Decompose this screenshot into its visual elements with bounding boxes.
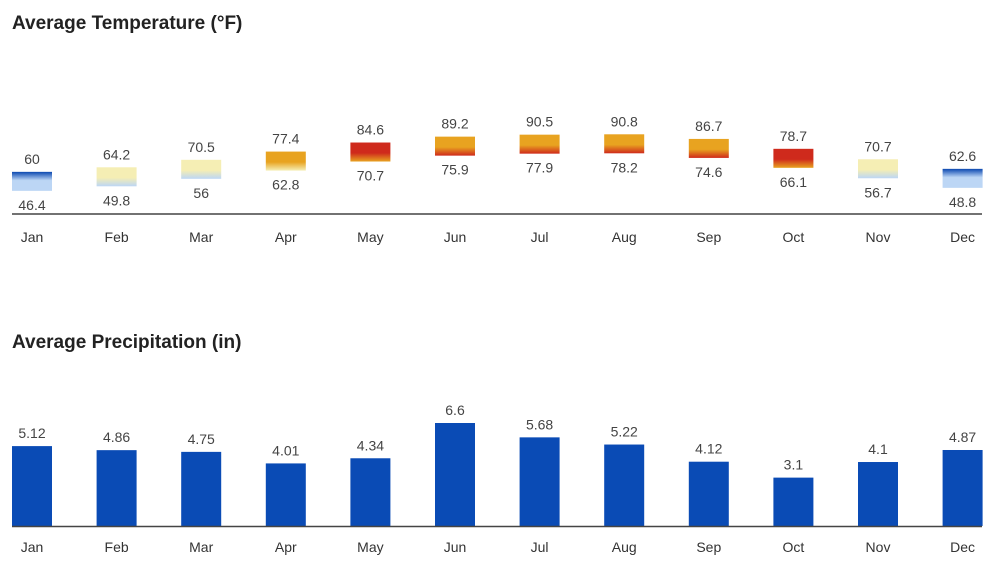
precipitation-month-tick-feb: Feb: [105, 539, 129, 555]
precipitation-bar-jan: [12, 446, 52, 526]
precipitation-value-label-jul: 5.68: [526, 416, 553, 432]
temperature-high-label-dec: 62.6: [949, 148, 976, 164]
precipitation-value-label-feb: 4.86: [103, 429, 130, 445]
temperature-month-tick-feb: Feb: [105, 229, 129, 245]
temperature-range-bar-nov: [858, 159, 898, 179]
temperature-chart: 60 46.4 Jan 64.2 49.8 Feb 70.5 56 Mar 77.4 62.8 Apr…: [12, 113, 983, 245]
temperature-month-tick-apr: Apr: [275, 229, 297, 245]
temperature-range-bar-feb: [96, 167, 137, 187]
precipitation-value-label-jan: 5.12: [18, 425, 45, 441]
temperature-high-label-nov: 70.7: [864, 138, 891, 154]
temperature-low-label-dec: 48.8: [949, 194, 976, 210]
precipitation-bar-nov: [858, 462, 898, 526]
temperature-high-label-feb: 64.2: [103, 146, 130, 162]
precipitation-bar-jun: [435, 423, 475, 526]
precipitation-bar-apr: [265, 463, 306, 526]
temperature-range-bar-jul: [519, 134, 560, 154]
precipitation-chart-title: Average Precipitation (in): [12, 332, 241, 353]
temperature-high-label-apr: 77.4: [272, 131, 299, 147]
temperature-low-label-jan: 46.4: [18, 197, 45, 213]
temperature-chart-title: Average Temperature (°F): [12, 13, 242, 34]
temperature-month-tick-may: May: [357, 229, 383, 245]
temperature-high-label-jun: 89.2: [441, 116, 468, 132]
precipitation-bar-feb: [96, 450, 137, 526]
temperature-low-label-aug: 78.2: [611, 159, 638, 175]
precipitation-month-tick-sep: Sep: [696, 539, 721, 555]
precipitation-month-tick-mar: Mar: [189, 539, 213, 555]
temperature-high-label-jan: 60: [24, 151, 40, 167]
temperature-range-bar-mar: [181, 159, 222, 179]
temperature-low-label-jun: 75.9: [441, 162, 468, 178]
temperature-high-label-aug: 90.8: [611, 113, 638, 129]
precipitation-value-label-nov: 4.1: [868, 441, 888, 457]
temperature-month-tick-aug: Aug: [612, 229, 637, 245]
temperature-range-bar-sep: [688, 138, 729, 158]
precipitation-bar-mar: [181, 451, 222, 526]
precipitation-month-tick-nov: Nov: [866, 539, 891, 555]
precipitation-bar-may: [350, 458, 391, 526]
precipitation-value-label-sep: 4.12: [695, 441, 722, 457]
precipitation-chart: 5.12 Jan 4.86 Feb 4.75 Mar 4.01 Apr 4.34 May 6.6 Ju…: [12, 402, 983, 555]
temperature-month-tick-jun: Jun: [444, 229, 467, 245]
precipitation-bar-sep: [688, 461, 729, 526]
temperature-range-bar-apr: [265, 151, 306, 171]
temperature-range-bar-aug: [604, 134, 645, 154]
precipitation-month-tick-jul: Jul: [531, 539, 549, 555]
precipitation-bar-jul: [519, 437, 560, 526]
temperature-low-label-feb: 49.8: [103, 192, 130, 208]
temperature-month-tick-sep: Sep: [696, 229, 721, 245]
temperature-low-label-apr: 62.8: [272, 177, 299, 193]
precipitation-month-tick-jan: Jan: [21, 539, 44, 555]
precipitation-bar-aug: [604, 444, 645, 526]
precipitation-month-tick-dec: Dec: [950, 539, 975, 555]
precipitation-value-label-apr: 4.01: [272, 442, 299, 458]
temperature-month-tick-oct: Oct: [783, 229, 805, 245]
precipitation-bar-dec: [942, 449, 983, 526]
temperature-month-tick-jan: Jan: [21, 229, 44, 245]
temperature-high-label-sep: 86.7: [695, 118, 722, 134]
temperature-range-bar-oct: [773, 148, 814, 168]
temperature-low-label-sep: 74.6: [695, 164, 722, 180]
precipitation-value-label-mar: 4.75: [188, 431, 215, 447]
temperature-high-label-mar: 70.5: [188, 139, 215, 155]
precipitation-value-label-may: 4.34: [357, 437, 384, 453]
temperature-month-tick-mar: Mar: [189, 229, 213, 245]
temperature-low-label-nov: 56.7: [864, 184, 891, 200]
temperature-high-label-may: 84.6: [357, 122, 384, 138]
temperature-low-label-oct: 66.1: [780, 174, 807, 190]
precipitation-value-label-jun: 6.6: [445, 402, 465, 418]
temperature-low-label-may: 70.7: [357, 168, 384, 184]
precipitation-value-label-dec: 4.87: [949, 429, 976, 445]
temperature-range-bar-jan: [12, 171, 52, 191]
precipitation-month-tick-jun: Jun: [444, 539, 467, 555]
temperature-month-tick-nov: Nov: [866, 229, 891, 245]
precipitation-month-tick-oct: Oct: [783, 539, 805, 555]
precipitation-bar-oct: [773, 477, 814, 526]
precipitation-value-label-oct: 3.1: [784, 457, 804, 473]
precipitation-month-tick-aug: Aug: [612, 539, 637, 555]
temperature-month-tick-dec: Dec: [950, 229, 975, 245]
temperature-high-label-oct: 78.7: [780, 128, 807, 144]
temperature-range-bar-dec: [942, 168, 983, 188]
temperature-high-label-jul: 90.5: [526, 114, 553, 130]
precipitation-month-tick-apr: Apr: [275, 539, 297, 555]
precipitation-month-tick-may: May: [357, 539, 383, 555]
temperature-range-bar-jun: [435, 136, 475, 156]
temperature-month-tick-jul: Jul: [531, 229, 549, 245]
temperature-range-bar-may: [350, 142, 391, 162]
temperature-low-label-mar: 56: [193, 185, 209, 201]
precipitation-value-label-aug: 5.22: [611, 424, 638, 440]
temperature-low-label-jul: 77.9: [526, 160, 553, 176]
